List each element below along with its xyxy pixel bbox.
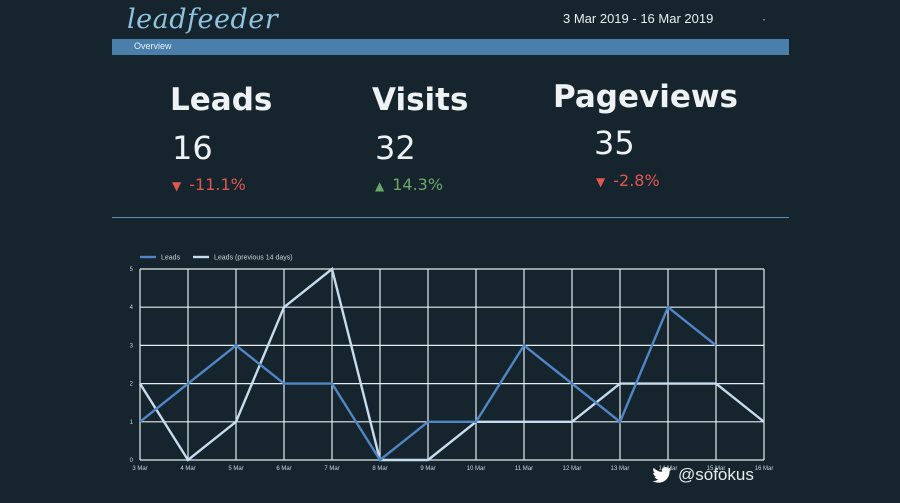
y-tick-label: 2 <box>130 382 134 388</box>
twitter-handle: @sofokus <box>678 465 754 484</box>
x-tick-label: 15 Mar <box>707 466 726 472</box>
y-tick-label: 4 <box>130 305 134 311</box>
series-line-leads <box>139 305 717 462</box>
x-tick-label: 10 Mar <box>467 466 486 472</box>
y-tick-label: 0 <box>130 458 134 464</box>
twitter-bird-icon <box>652 467 672 488</box>
nav-bar: Overview <box>112 39 789 55</box>
arrow-down-icon: ▼ <box>596 175 606 189</box>
legend-label: Leads <box>161 255 181 262</box>
x-tick-label: 12 Mar <box>563 466 582 472</box>
kpi-visits-change: ▲ 14.3% <box>375 175 443 194</box>
x-tick-label: 5 Mar <box>228 466 243 472</box>
x-tick-label: 7 Mar <box>324 466 339 472</box>
x-tick-label: 9 Mar <box>420 466 435 472</box>
x-tick-label: 13 Mar <box>611 466 630 472</box>
x-tick-label: 6 Mar <box>276 466 291 472</box>
kpi-pageviews-change-text: -2.8% <box>613 171 660 190</box>
x-tick-label: 16 Mar <box>755 466 774 472</box>
kpi-pageviews-title: Pageviews <box>553 79 738 115</box>
x-tick-label: 11 Mar <box>515 466 533 472</box>
kpi-leads-title: Leads <box>170 82 273 118</box>
kpi-visits-change-text: 14.3% <box>392 175 444 194</box>
kpi-visits-title: Visits <box>372 82 469 118</box>
menu-dot-icon[interactable]: · <box>762 12 766 26</box>
kpi-leads-change: ▼ -11.1% <box>172 175 246 194</box>
date-range-picker[interactable]: 3 Mar 2019 - 16 Mar 2019 <box>563 11 714 26</box>
arrow-down-icon: ▼ <box>172 179 182 193</box>
arrow-up-icon: ▲ <box>375 179 385 193</box>
tab-overview[interactable]: Overview <box>134 41 172 51</box>
series-line-leads-previous <box>138 266 765 462</box>
x-tick-label: 8 Mar <box>372 466 387 472</box>
leads-line-chart: 0 1 2 3 4 5 3 Mar 4 Mar 5 Mar 6 Mar 7 Mar 8 Mar 9 Ma… <box>130 255 774 473</box>
y-tick-label: 3 <box>130 343 134 349</box>
section-divider <box>112 217 789 218</box>
y-tick-label: 5 <box>130 267 134 273</box>
kpi-leads-value: 16 <box>172 129 213 167</box>
y-tick-label: 1 <box>130 420 134 426</box>
twitter-watermark: @sofokus <box>652 465 754 488</box>
kpi-leads-change-text: -11.1% <box>189 175 246 194</box>
legend-label: Leads (previous 14 days) <box>214 255 293 262</box>
x-tick-label: 4 Mar <box>180 466 195 472</box>
leadfeeder-logo[interactable]: leadfeeder <box>127 4 279 35</box>
kpi-visits-value: 32 <box>375 129 416 167</box>
kpi-pageviews-value: 35 <box>594 124 635 162</box>
kpi-pageviews-change: ▼ -2.8% <box>596 171 660 190</box>
x-tick-label: 3 Mar <box>132 466 147 472</box>
